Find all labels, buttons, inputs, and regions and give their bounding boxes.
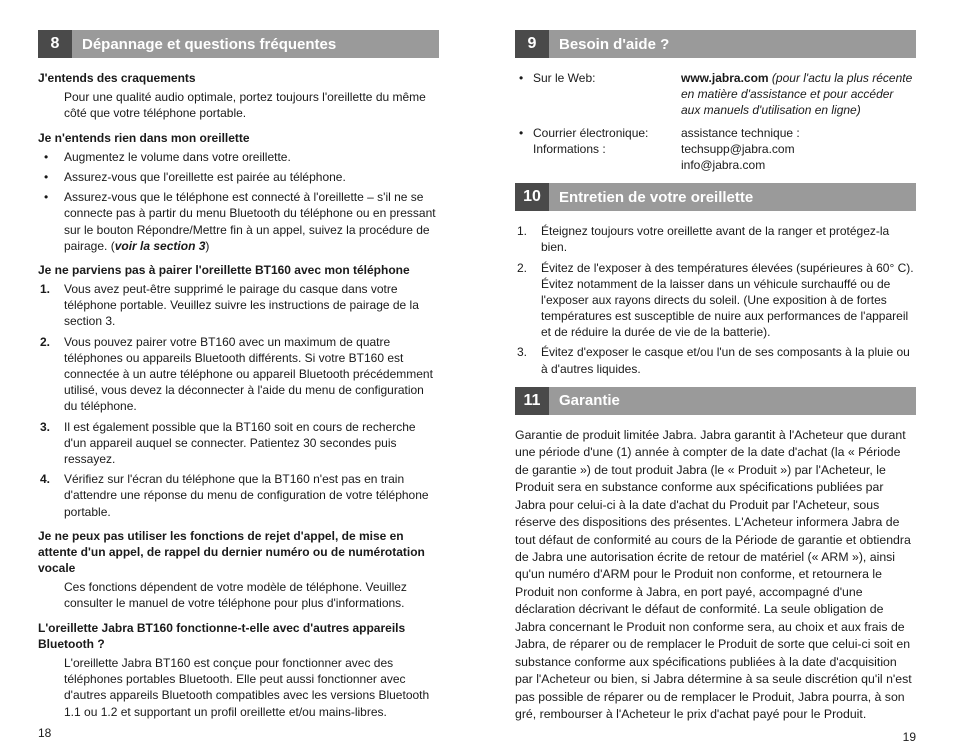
section-8-title: Dépannage et questions fréquentes bbox=[72, 30, 439, 58]
list-marker: 1. bbox=[515, 223, 541, 255]
help-mail-label: Courrier électronique: Informations : bbox=[533, 125, 681, 174]
list-item: •Augmentez le volume dans votre oreillet… bbox=[38, 149, 439, 165]
page-number-right: 19 bbox=[515, 730, 916, 744]
faq-q2-list: •Augmentez le volume dans votre oreillet… bbox=[38, 149, 439, 254]
faq-q2-b3c: ) bbox=[205, 239, 209, 253]
bullet-icon: • bbox=[515, 70, 533, 119]
help-web-row: • Sur le Web: www.jabra.com (pour l'actu… bbox=[515, 70, 916, 119]
help-mail-label-b: Informations : bbox=[533, 142, 606, 156]
faq-q2-head: Je n'entends rien dans mon oreillette bbox=[38, 130, 439, 146]
list-marker: 1. bbox=[38, 281, 64, 330]
bullet-icon: • bbox=[38, 149, 64, 165]
page-number-left: 18 bbox=[38, 726, 439, 740]
list-marker: 2. bbox=[515, 260, 541, 341]
care-n3: Évitez d'exposer le casque et/ou l'un de… bbox=[541, 344, 916, 376]
bullet-icon: • bbox=[38, 169, 64, 185]
help-mail-val-b: info@jabra.com bbox=[681, 158, 765, 172]
faq-q1-body: Pour une qualité audio optimale, portez … bbox=[64, 89, 439, 121]
faq-q4-body: Ces fonctions dépendent de votre modèle … bbox=[64, 579, 439, 611]
faq-q3-n2: Vous pouvez pairer votre BT160 avec un m… bbox=[64, 334, 439, 415]
page-right: 9 Besoin d'aide ? • Sur le Web: www.jabr… bbox=[477, 20, 954, 730]
section-10-number: 10 bbox=[515, 183, 549, 211]
list-marker: 3. bbox=[515, 344, 541, 376]
page-right-content: 9 Besoin d'aide ? • Sur le Web: www.jabr… bbox=[515, 20, 916, 730]
section-10-header: 10 Entretien de votre oreillette bbox=[515, 183, 916, 211]
list-item: •Assurez-vous que l'oreillette est pairé… bbox=[38, 169, 439, 185]
faq-q3-n4: Vérifiez sur l'écran du téléphone que la… bbox=[64, 471, 439, 520]
help-mail-val-a: assistance technique : techsupp@jabra.co… bbox=[681, 126, 800, 156]
help-web-label: Sur le Web: bbox=[533, 70, 681, 119]
list-item: 4.Vérifiez sur l'écran du téléphone que … bbox=[38, 471, 439, 520]
faq-q3-n1: Vous avez peut-être supprimé le pairage … bbox=[64, 281, 439, 330]
page-left-content: 8 Dépannage et questions fréquentes J'en… bbox=[38, 20, 439, 726]
help-web-value: www.jabra.com (pour l'actu la plus récen… bbox=[681, 70, 916, 119]
list-marker: 3. bbox=[38, 419, 64, 468]
section-11-header: 11 Garantie bbox=[515, 387, 916, 415]
section-9-title: Besoin d'aide ? bbox=[549, 30, 916, 58]
faq-q3-head: Je ne parviens pas à pairer l'oreillette… bbox=[38, 262, 439, 278]
faq-q2-b3: Assurez-vous que le téléphone est connec… bbox=[64, 189, 439, 254]
help-mail-label-a: Courrier électronique: bbox=[533, 126, 648, 140]
section-11-number: 11 bbox=[515, 387, 549, 415]
list-item: 3.Il est également possible que la BT160… bbox=[38, 419, 439, 468]
faq-q2-b1: Augmentez le volume dans votre oreillett… bbox=[64, 149, 439, 165]
section-10-title: Entretien de votre oreillette bbox=[549, 183, 916, 211]
section-8-header: 8 Dépannage et questions fréquentes bbox=[38, 30, 439, 58]
help-web-url: www.jabra.com bbox=[681, 71, 772, 85]
faq-q5-head: L'oreillette Jabra BT160 fonctionne-t-el… bbox=[38, 620, 439, 652]
care-n2: Évitez de l'exposer à des températures é… bbox=[541, 260, 916, 341]
section-8-number: 8 bbox=[38, 30, 72, 58]
bullet-icon: • bbox=[38, 189, 64, 254]
list-item: 3.Évitez d'exposer le casque et/ou l'un … bbox=[515, 344, 916, 376]
list-item: 2.Vous pouvez pairer votre BT160 avec un… bbox=[38, 334, 439, 415]
faq-q3-n3: Il est également possible que la BT160 s… bbox=[64, 419, 439, 468]
section-9-number: 9 bbox=[515, 30, 549, 58]
bullet-icon: • bbox=[515, 125, 533, 174]
list-item: 2.Évitez de l'exposer à des températures… bbox=[515, 260, 916, 341]
help-mail-row: • Courrier électronique: Informations : a… bbox=[515, 125, 916, 174]
list-item: •Assurez-vous que le téléphone est conne… bbox=[38, 189, 439, 254]
faq-q4-head: Je ne peux pas utiliser les fonctions de… bbox=[38, 528, 439, 577]
care-list: 1.Éteignez toujours votre oreillette ava… bbox=[515, 223, 916, 377]
list-item: 1.Vous avez peut-être supprimé le pairag… bbox=[38, 281, 439, 330]
faq-q5-body: L'oreillette Jabra BT160 est conçue pour… bbox=[64, 655, 439, 720]
care-n1: Éteignez toujours votre oreillette avant… bbox=[541, 223, 916, 255]
faq-q2-b3b: voir la section 3 bbox=[115, 239, 206, 253]
list-marker: 4. bbox=[38, 471, 64, 520]
faq-q1-head: J'entends des craquements bbox=[38, 70, 439, 86]
list-item: 1.Éteignez toujours votre oreillette ava… bbox=[515, 223, 916, 255]
help-mail-value: assistance technique : techsupp@jabra.co… bbox=[681, 125, 916, 174]
list-marker: 2. bbox=[38, 334, 64, 415]
faq-q2-b2: Assurez-vous que l'oreillette est pairée… bbox=[64, 169, 439, 185]
section-11-title: Garantie bbox=[549, 387, 916, 415]
section-9-header: 9 Besoin d'aide ? bbox=[515, 30, 916, 58]
warranty-text: Garantie de produit limitée Jabra. Jabra… bbox=[515, 427, 916, 724]
page-left: 8 Dépannage et questions fréquentes J'en… bbox=[0, 20, 477, 730]
faq-q3-list: 1.Vous avez peut-être supprimé le pairag… bbox=[38, 281, 439, 520]
